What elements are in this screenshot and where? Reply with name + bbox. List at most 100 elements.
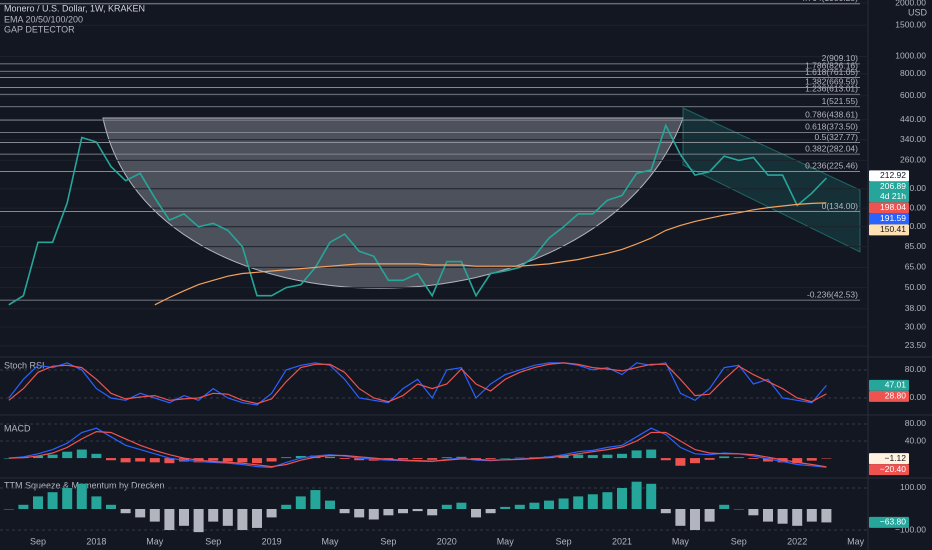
histogram-bar (149, 509, 160, 522)
pane-title: MACD (4, 423, 31, 433)
price-badge-label: 212.92 (880, 170, 906, 180)
price-badge-label: 150.41 (880, 224, 906, 234)
histogram-bar (164, 458, 175, 464)
y-tick-label: 110.00 (901, 221, 927, 231)
histogram-bar (325, 456, 335, 459)
price-badge (869, 464, 909, 476)
histogram-bar (18, 504, 29, 510)
price-badge-label: 191.59 (880, 213, 906, 223)
fib-label: 0(134.00) (822, 201, 859, 211)
histogram-bar (266, 458, 277, 462)
histogram-bar (3, 458, 14, 459)
fib-label: 1.786(826.16) (805, 60, 858, 70)
price-badge (869, 202, 909, 214)
histogram-bar (179, 509, 189, 526)
histogram-bar (47, 492, 58, 510)
price-badge-label: −20.40 (880, 464, 907, 474)
fib-label: -0.236(42.53) (807, 289, 858, 299)
histogram-bar (675, 509, 686, 526)
histogram-bar (33, 496, 43, 510)
fib-label: 0.382(282.04) (805, 143, 858, 153)
histogram-bar (763, 458, 773, 462)
histogram-bar (339, 458, 350, 459)
histogram-bar (310, 490, 321, 510)
histogram-bar (91, 453, 102, 459)
histogram-bar (587, 455, 598, 459)
histogram-bar (733, 509, 744, 510)
histogram-bar (252, 509, 262, 528)
histogram-bar (792, 458, 803, 464)
price-badge-label: 28.80 (885, 391, 907, 401)
histogram-bar (427, 509, 438, 516)
series-line (8, 430, 827, 468)
histogram-bar (135, 509, 146, 518)
histogram-bar (295, 496, 306, 510)
histogram-bar (763, 509, 773, 522)
histogram-bar (485, 458, 496, 459)
price-badge (869, 170, 909, 182)
histogram-bar (266, 509, 277, 518)
histogram-bar (76, 449, 87, 459)
histogram-bar (193, 509, 204, 533)
histogram-bar (558, 455, 569, 459)
histogram-bar (660, 458, 671, 461)
histogram-bar (821, 458, 832, 459)
series-line (8, 123, 827, 306)
x-tick-label: Sep (731, 536, 747, 546)
histogram-bar (471, 509, 481, 518)
histogram-bar (91, 496, 102, 510)
histogram-bar (208, 458, 219, 461)
y-tick-label: 85.00 (905, 241, 927, 251)
histogram-bar (120, 509, 131, 514)
histogram-bar (748, 509, 759, 516)
fib-label: 0.786(438.61) (805, 109, 858, 119)
price-badge (869, 516, 909, 528)
histogram-bar (325, 500, 335, 510)
histogram-bar (106, 458, 116, 461)
histogram-bar (222, 458, 233, 462)
y-tick-label: 50.00 (905, 282, 927, 292)
histogram-bar (164, 509, 175, 531)
histogram-bar (602, 492, 613, 510)
price-badge-label: 206.89 (880, 181, 906, 191)
x-tick-label: Sep (556, 536, 572, 546)
histogram-bar (295, 455, 306, 459)
histogram-bar (646, 449, 657, 459)
histogram-bar (514, 457, 525, 459)
y-tick-label: 600.00 (900, 90, 926, 100)
price-badge (869, 181, 909, 203)
histogram-bar (456, 502, 467, 510)
x-tick-label: Sep (205, 536, 221, 546)
channel-drawing (682, 107, 861, 253)
x-tick-label: 2021 (612, 536, 632, 546)
x-tick-label: 2022 (787, 536, 807, 546)
y-tick-label: 440.00 (900, 114, 926, 124)
price-badge-label: −1.12 (884, 453, 906, 463)
histogram-bar (733, 457, 744, 459)
y-tick-label: 2000.00 (895, 0, 926, 7)
histogram-bar (62, 451, 73, 459)
histogram-bar (690, 458, 700, 464)
histogram-bar (47, 454, 58, 459)
y-tick-label: 30.00 (905, 321, 927, 331)
histogram-bar (237, 509, 248, 531)
y-tick-label: 340.00 (900, 134, 926, 144)
histogram-bar (821, 509, 832, 523)
histogram-bar (704, 458, 715, 460)
fib-label: 2(909.10) (822, 53, 859, 63)
y-tick-label: −100.00 (895, 524, 926, 534)
histogram-bar (339, 509, 350, 514)
histogram-bar (76, 483, 87, 510)
histogram-bar (631, 450, 642, 459)
pane-title: Stoch RSI (4, 360, 45, 370)
histogram-bar (412, 458, 423, 459)
histogram-bar (690, 509, 700, 531)
histogram-bar (719, 504, 730, 510)
histogram-bar (617, 453, 627, 459)
y-tick-label: 40.00 (905, 435, 927, 445)
price-badge-label: 47.01 (885, 380, 907, 390)
histogram-bar (500, 458, 511, 459)
fib-label: 1.382(669.59) (805, 77, 858, 87)
fib-label: 0.618(373.50) (805, 122, 858, 132)
